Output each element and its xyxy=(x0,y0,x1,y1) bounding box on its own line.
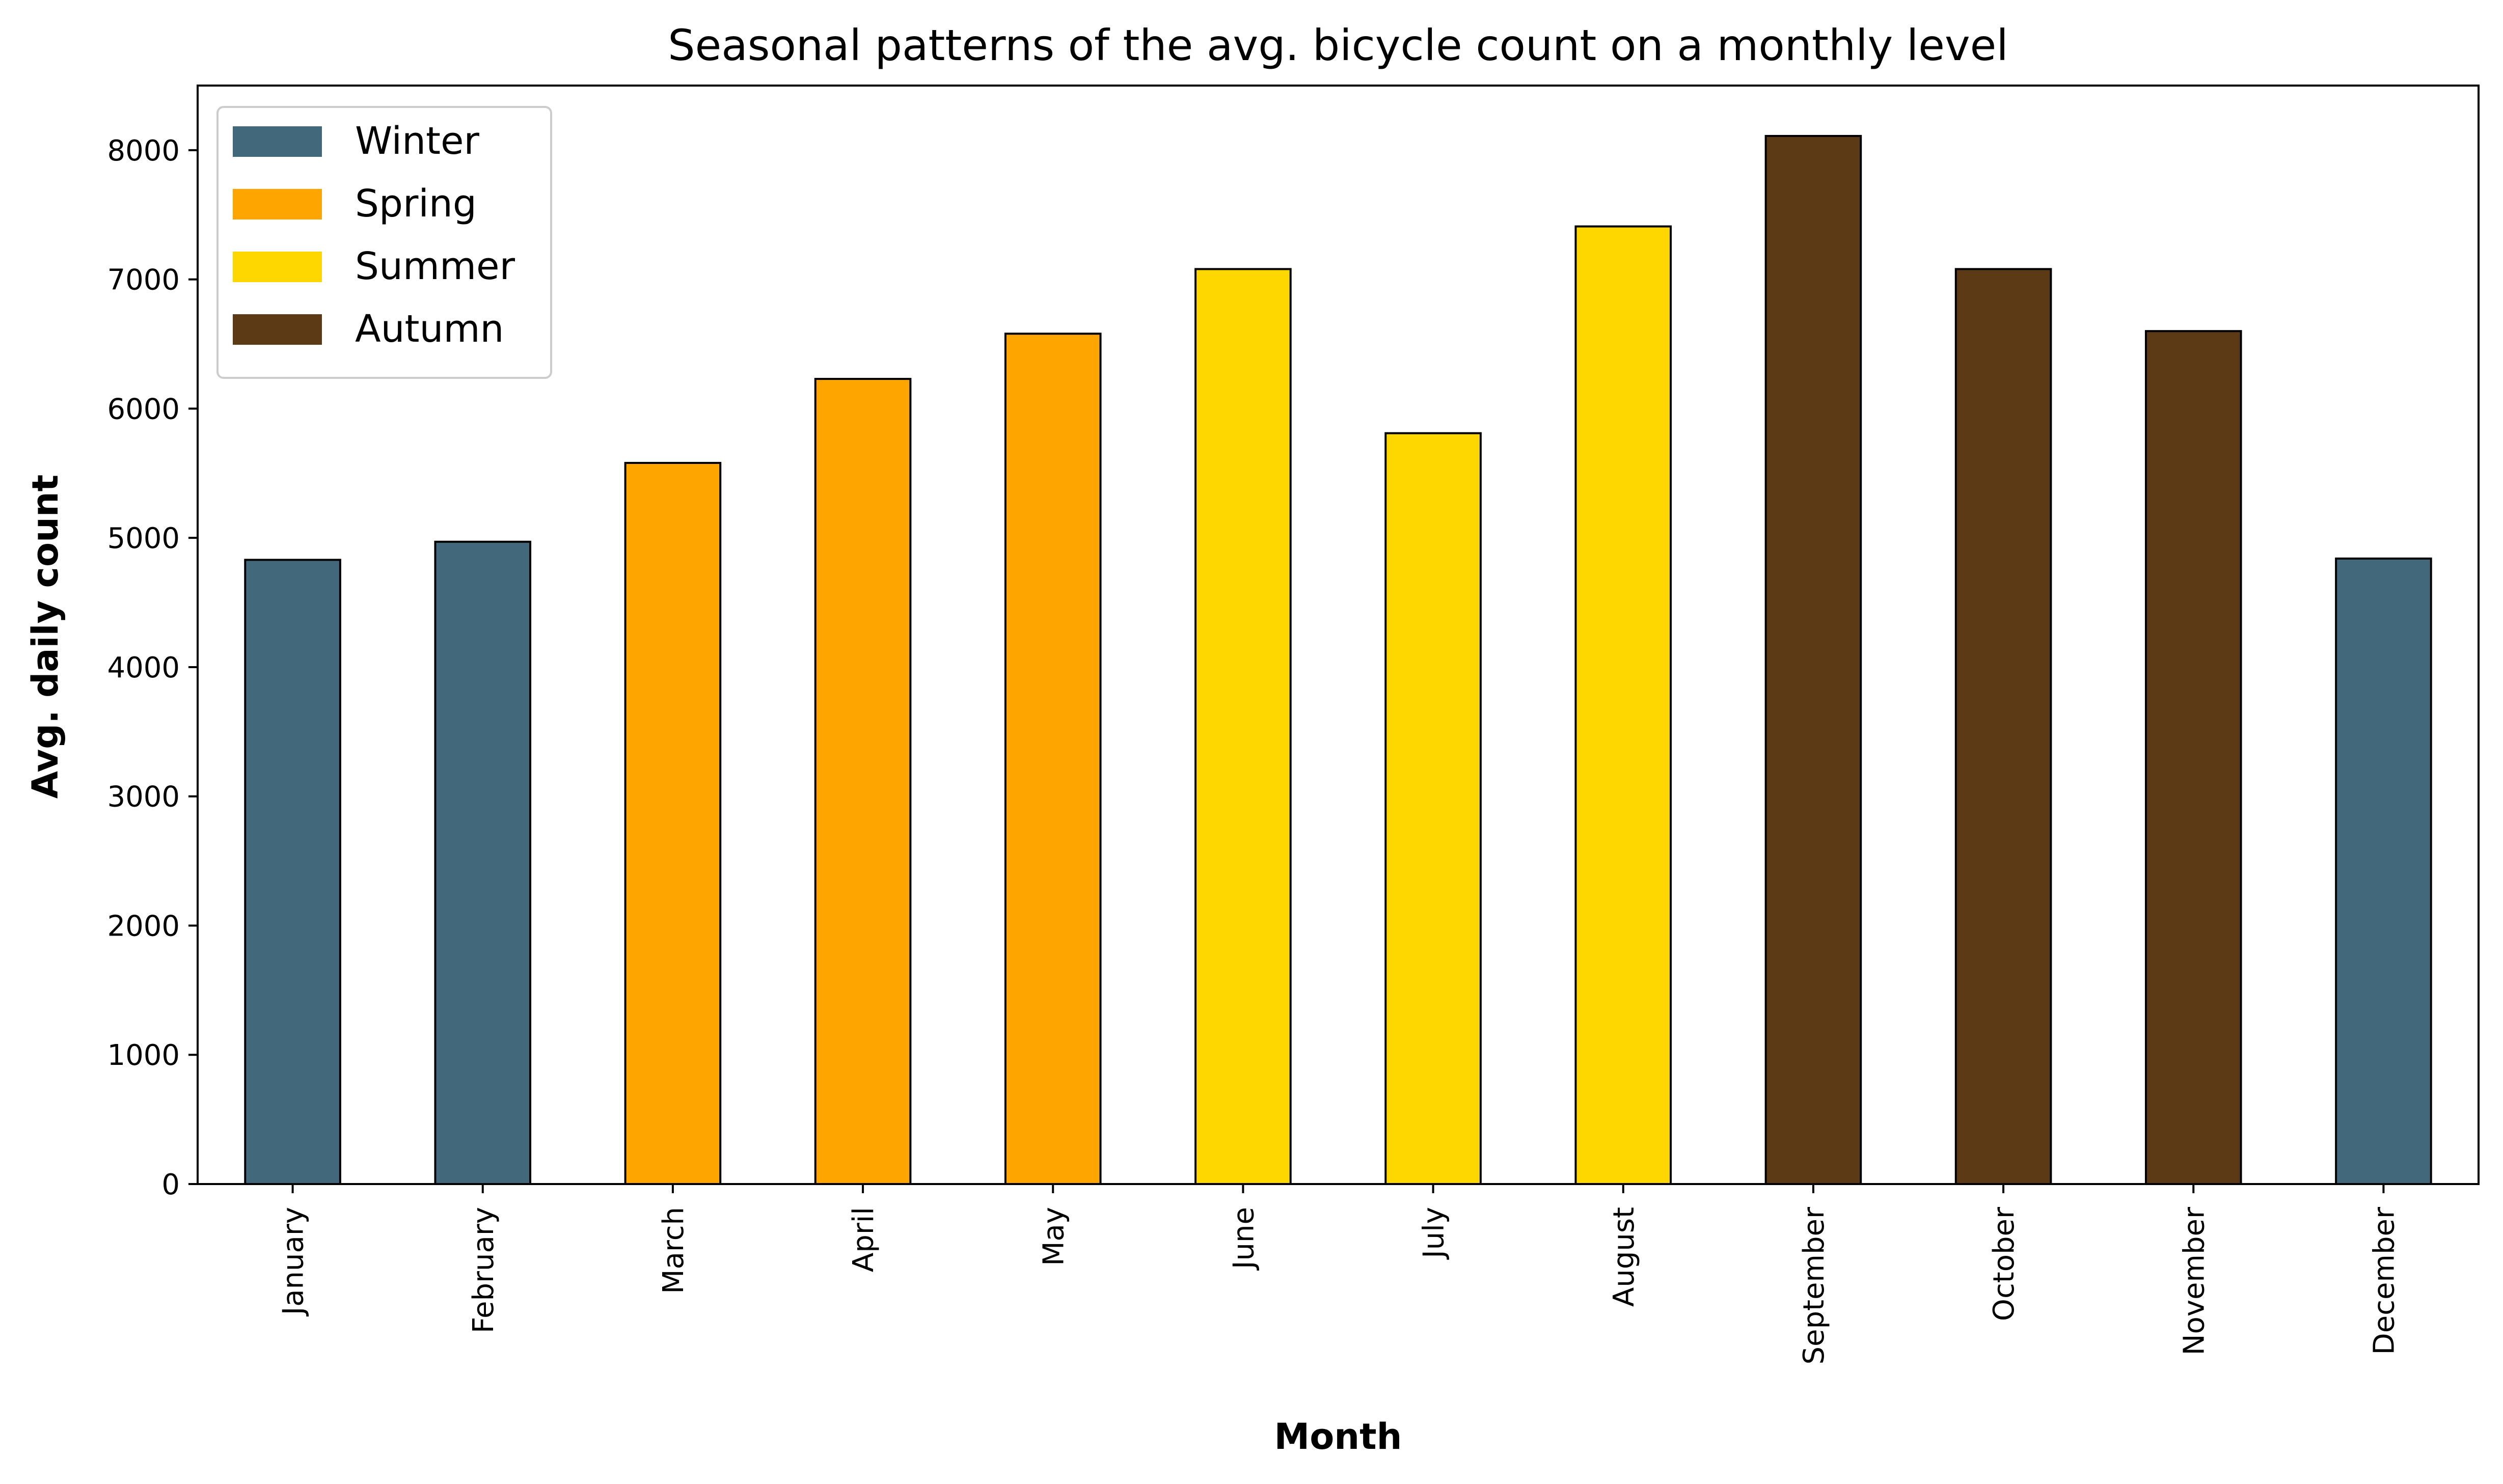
legend-swatch-autumn xyxy=(233,314,322,345)
legend-label-summer: Summer xyxy=(355,244,515,288)
x-tick-label: April xyxy=(847,1207,880,1272)
y-tick-label: 8000 xyxy=(107,134,180,168)
bar-may xyxy=(1004,333,1102,1185)
x-tick-label: August xyxy=(1608,1207,1641,1307)
bar-april xyxy=(814,378,912,1185)
bars-group xyxy=(244,134,2432,1186)
x-tick-label: June xyxy=(1227,1207,1260,1271)
x-tick-label: February xyxy=(467,1207,500,1333)
bar-august xyxy=(1574,225,1672,1185)
legend: Winter Spring Summer Autumn xyxy=(216,106,552,379)
bar-july xyxy=(1384,432,1482,1185)
legend-swatch-spring xyxy=(233,189,322,219)
x-tick-label: July xyxy=(1418,1207,1451,1260)
y-tick-label: 3000 xyxy=(107,781,180,814)
bar-june xyxy=(1194,268,1292,1186)
x-tick-label: December xyxy=(2368,1206,2401,1355)
y-tick-label: 6000 xyxy=(107,393,180,426)
bar-november xyxy=(2144,330,2242,1185)
legend-label-winter: Winter xyxy=(355,119,480,163)
x-axis-ticks: January February March April May June July Augu… xyxy=(277,1184,2401,1365)
bar-january xyxy=(244,559,341,1185)
y-tick-label: 2000 xyxy=(107,910,180,943)
legend-box xyxy=(216,106,552,379)
y-axis-title: Avg. daily count xyxy=(24,475,66,799)
bar-march xyxy=(624,461,722,1185)
x-tick-label: May xyxy=(1037,1207,1070,1266)
bar-september xyxy=(1764,134,1862,1185)
y-tick-label: 5000 xyxy=(107,522,180,555)
plot-frame xyxy=(197,85,2480,1185)
legend-swatch-summer xyxy=(233,252,322,282)
y-tick-label: 7000 xyxy=(107,264,180,297)
legend-label-autumn: Autumn xyxy=(355,307,504,351)
x-tick-label: January xyxy=(277,1207,310,1316)
legend-swatch-winter xyxy=(233,126,322,157)
legend-label-spring: Spring xyxy=(355,182,477,226)
y-tick-label: 0 xyxy=(161,1168,180,1201)
bar-december xyxy=(2335,557,2432,1185)
y-tick-label: 1000 xyxy=(107,1039,180,1072)
y-tick-label: 4000 xyxy=(107,651,180,684)
chart-title: Seasonal patterns of the avg. bicycle co… xyxy=(668,20,2008,70)
x-tick-label: September xyxy=(1798,1206,1831,1365)
bar-february xyxy=(434,540,532,1185)
x-axis-title: Month xyxy=(1274,1416,1402,1458)
x-tick-label: March xyxy=(657,1207,690,1294)
bar-october xyxy=(1954,268,2052,1186)
x-tick-label: November xyxy=(2178,1206,2211,1355)
y-axis-ticks: 0 1000 2000 3000 4000 5000 6000 7000 8000 xyxy=(107,134,198,1201)
x-tick-label: October xyxy=(1988,1206,2021,1321)
